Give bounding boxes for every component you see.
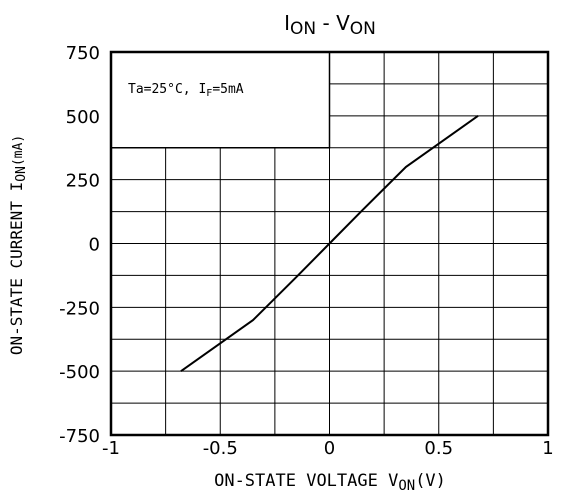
annotation-main: Ta=25°C, I: [128, 82, 206, 97]
x-tick-label: -1: [102, 438, 120, 459]
y-label-sub: ON: [14, 166, 29, 182]
y-axis-label: ON-STATE CURRENT ION(mA): [7, 135, 29, 355]
y-tick-label: -250: [59, 298, 100, 319]
annotation-box: [110, 51, 331, 149]
series-layer: [180, 115, 479, 372]
y-label-main: ON-STATE CURRENT I: [7, 182, 26, 355]
y-tick-label: 0: [89, 235, 100, 256]
series-line: [180, 115, 479, 372]
title-v: - V: [316, 11, 350, 35]
title-sub-on: ON: [290, 19, 316, 39]
y-tick-labels: 750 500 250 0 -250 -500 -750: [59, 43, 100, 447]
annotation-sub: F: [206, 88, 212, 99]
x-label-sub: ON: [398, 478, 415, 494]
annotation-tail: =5mA: [212, 82, 243, 97]
annotation: Ta=25°C, IF=5mA: [128, 82, 244, 99]
x-label-unit: (V): [415, 471, 446, 491]
title-i: I: [284, 11, 290, 35]
x-tick-labels: -1 -0.5 0 0.5 1: [102, 438, 554, 459]
y-tick-label: 500: [66, 107, 100, 128]
legend-box: [110, 51, 331, 149]
y-tick-label: -500: [59, 362, 100, 383]
x-tick-label: -0.5: [203, 438, 238, 459]
plot-frame: [109, 50, 550, 437]
y-label-unit: (mA): [11, 135, 26, 166]
x-tick-label: 0: [324, 438, 335, 459]
chart-title: ION - VON: [284, 11, 376, 39]
x-tick-label: 1: [542, 438, 553, 459]
title-sub-on-2: ON: [350, 19, 376, 39]
x-tick-label: 0.5: [424, 438, 453, 459]
y-tick-label: 750: [66, 43, 100, 64]
x-axis-label: ON-STATE VOLTAGE VON(V): [214, 471, 446, 494]
y-tick-label: -750: [59, 426, 100, 447]
y-tick-label: 250: [66, 171, 100, 192]
x-label-main: ON-STATE VOLTAGE V: [214, 471, 398, 491]
